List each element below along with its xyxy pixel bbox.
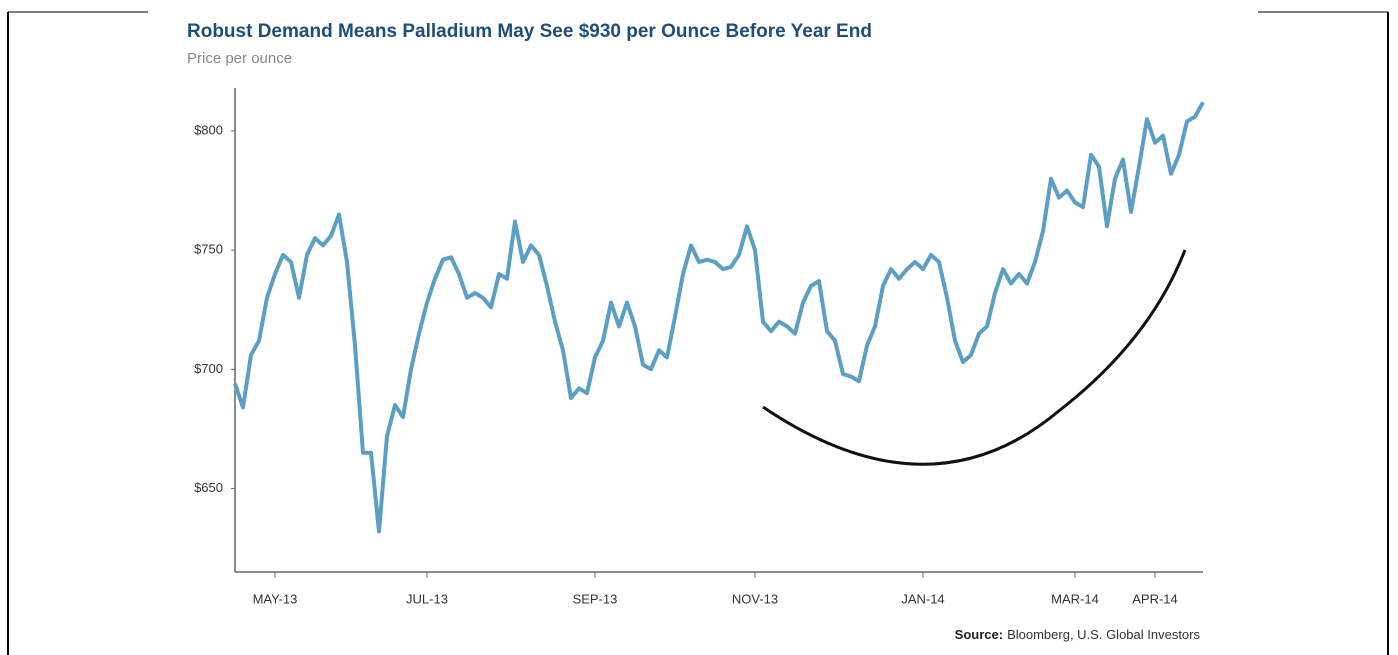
x-tick-label: MAR-14 <box>1051 591 1099 606</box>
source: Source: Bloomberg, U.S. Global Investors <box>955 627 1201 642</box>
y-tick-label: $700 <box>194 361 223 376</box>
y-tick-label: $750 <box>194 242 223 257</box>
x-tick-label: MAY-13 <box>253 591 298 606</box>
chart-subtitle: Price per ounce <box>187 50 292 67</box>
y-tick-label: $650 <box>194 480 223 495</box>
x-tick-label: NOV-13 <box>732 591 778 606</box>
x-tick-label: SEP-13 <box>573 591 618 606</box>
source-label: Source: <box>955 627 1003 642</box>
y-tick-label: $800 <box>194 122 223 137</box>
x-tick-label: JUL-13 <box>406 591 448 606</box>
price-line <box>233 101 1205 534</box>
trend-curve <box>762 249 1187 466</box>
chart-title: Robust Demand Means Palladium May See $9… <box>187 21 872 42</box>
x-tick-label: APR-14 <box>1132 591 1178 606</box>
source-text: Bloomberg, U.S. Global Investors <box>1007 627 1200 642</box>
x-tick-label: JAN-14 <box>901 591 944 606</box>
